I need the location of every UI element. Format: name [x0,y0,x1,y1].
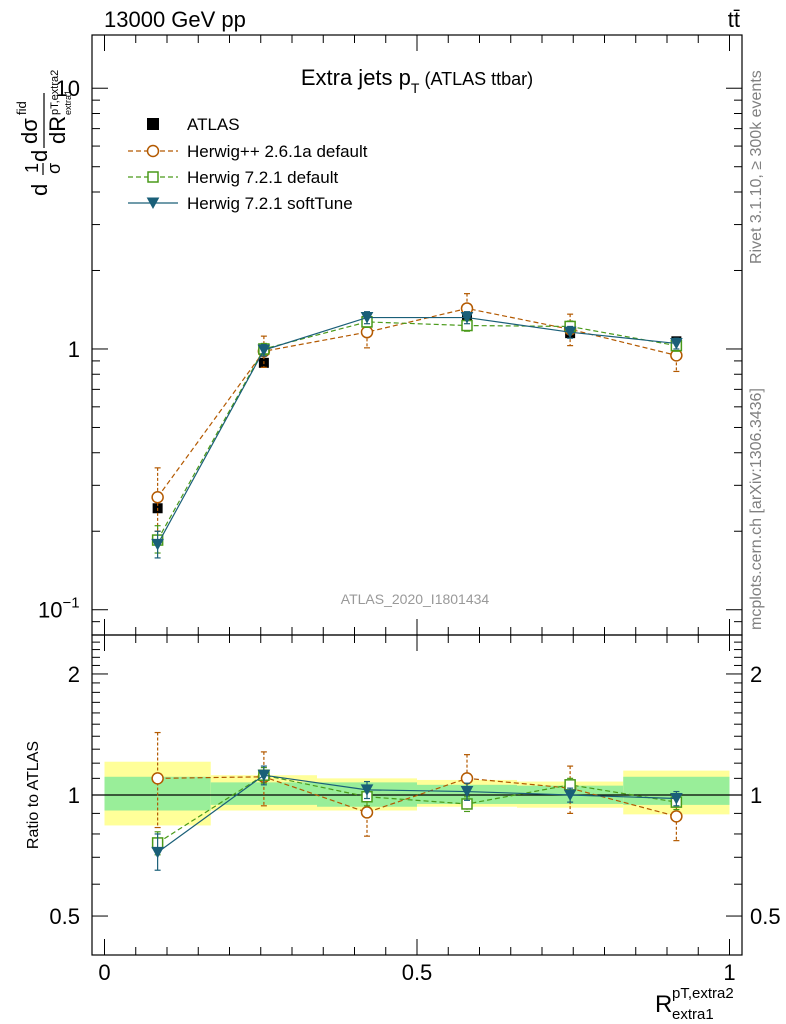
ratio-herwig721-line [157,774,677,844]
chart-title: Extra jets pT (ATLAS ttbar) [301,65,533,96]
main-herwigpp-point-0 [151,491,164,504]
side-text-lower: mcplots.cern.ch [arXiv:1306.3436] [748,388,765,630]
svg-text:fid: fid [14,101,29,115]
ratio-series [151,731,683,871]
svg-text:R: R [655,991,672,1018]
main-softtune-line [157,316,677,545]
legend: ATLAS Herwig++ 2.6.1a default Herwig 7.2.1… [128,115,368,213]
ratio-softtune-point-2 [360,784,374,796]
ratio-softtune-point-5 [670,793,683,805]
x-tick-label: 0.5 [402,960,433,985]
ratio-softtune-point-3 [460,786,474,798]
legend-marker-atlas [147,118,159,130]
ratio-y-tick-label-right: 1 [750,783,762,808]
main-y-tick-label: 10−1 [38,595,80,623]
ratio-y-tick-label-left: 1 [68,783,80,808]
header-right: tt̄ [728,7,740,32]
x-tick-label: 1 [723,960,735,985]
legend-marker-herwigpp [146,144,160,158]
svg-text:dR: dR [45,116,70,144]
ratio-herwigpp-point-3 [460,772,474,785]
ratio-softtune-point-1 [257,769,271,782]
ratio-herwigpp-line [157,776,677,817]
ratio-y-tick-label-right: 2 [750,662,762,687]
svg-text:pT,extra2: pT,extra2 [672,985,734,1002]
ratio-y-tick-label-left: 2 [68,662,80,687]
watermark: ATLAS_2020_I1801434 [341,591,490,607]
svg-text:1: 1 [22,163,42,173]
legend-label-herwigpp: Herwig++ 2.6.1a default [187,142,368,161]
ratio-y-tick-label-left: 0.5 [49,904,80,929]
main-herwig721-line [157,321,677,541]
main-herwigpp-point-2 [360,325,374,339]
ratio-uncertainty-bands [104,761,730,826]
main-softtune-point-3 [460,312,474,324]
axis-ticks: 10−1 1 10 0.5 0.5 1 1 2 2 0 0.5 1 [38,35,781,985]
legend-marker-herwig721 [147,171,159,183]
ratio-y-tick-label-right: 0.5 [750,904,781,929]
header-left: 13000 GeV pp [104,7,246,32]
main-softtune-point-1 [257,344,271,357]
main-series [151,293,683,559]
svg-text:extra1: extra1 [63,90,73,115]
svg-text:pT,extra2: pT,extra2 [49,70,61,115]
svg-text:dσ: dσ [17,118,42,144]
ratio-herwigpp-point-5 [670,810,683,823]
legend-marker-softtune [146,197,160,210]
main-y-tick-label: 1 [68,337,80,362]
ratio-softtune-point-0 [151,846,164,859]
ratio-ylabel: Ratio to ATLAS [25,741,42,849]
x-tick-label: 0 [98,960,110,985]
main-y-tick-label: 10 [56,76,80,101]
main-softtune-point-4 [563,326,577,339]
ratio-softtune-point-4 [563,789,577,802]
svg-text:σ: σ [44,163,64,174]
ratio-herwigpp-point-0 [151,772,164,785]
ratio-herwigpp-point-2 [360,806,374,819]
main-herwigpp-line [157,307,677,498]
main-softtune-point-2 [360,312,374,324]
main-ylabel: d 1 σ d dσ fid dR pT,extra2 extra1 [14,70,73,196]
legend-label-data: ATLAS [187,115,240,134]
main-softtune-point-0 [151,538,164,551]
main-softtune-point-5 [670,337,683,350]
svg-text:d: d [27,150,52,162]
svg-text:extra1: extra1 [672,1006,714,1023]
ratio-softtune-line [157,774,677,853]
side-text-upper: Rivet 3.1.10, ≥ 300k events [748,70,765,264]
svg-text:d: d [27,184,52,196]
legend-label-softtune: Herwig 7.2.1 softTune [187,194,353,213]
legend-label-herwig721: Herwig 7.2.1 default [187,168,338,187]
x-axis-label: R pT,extra2 extra1 [655,985,734,1023]
